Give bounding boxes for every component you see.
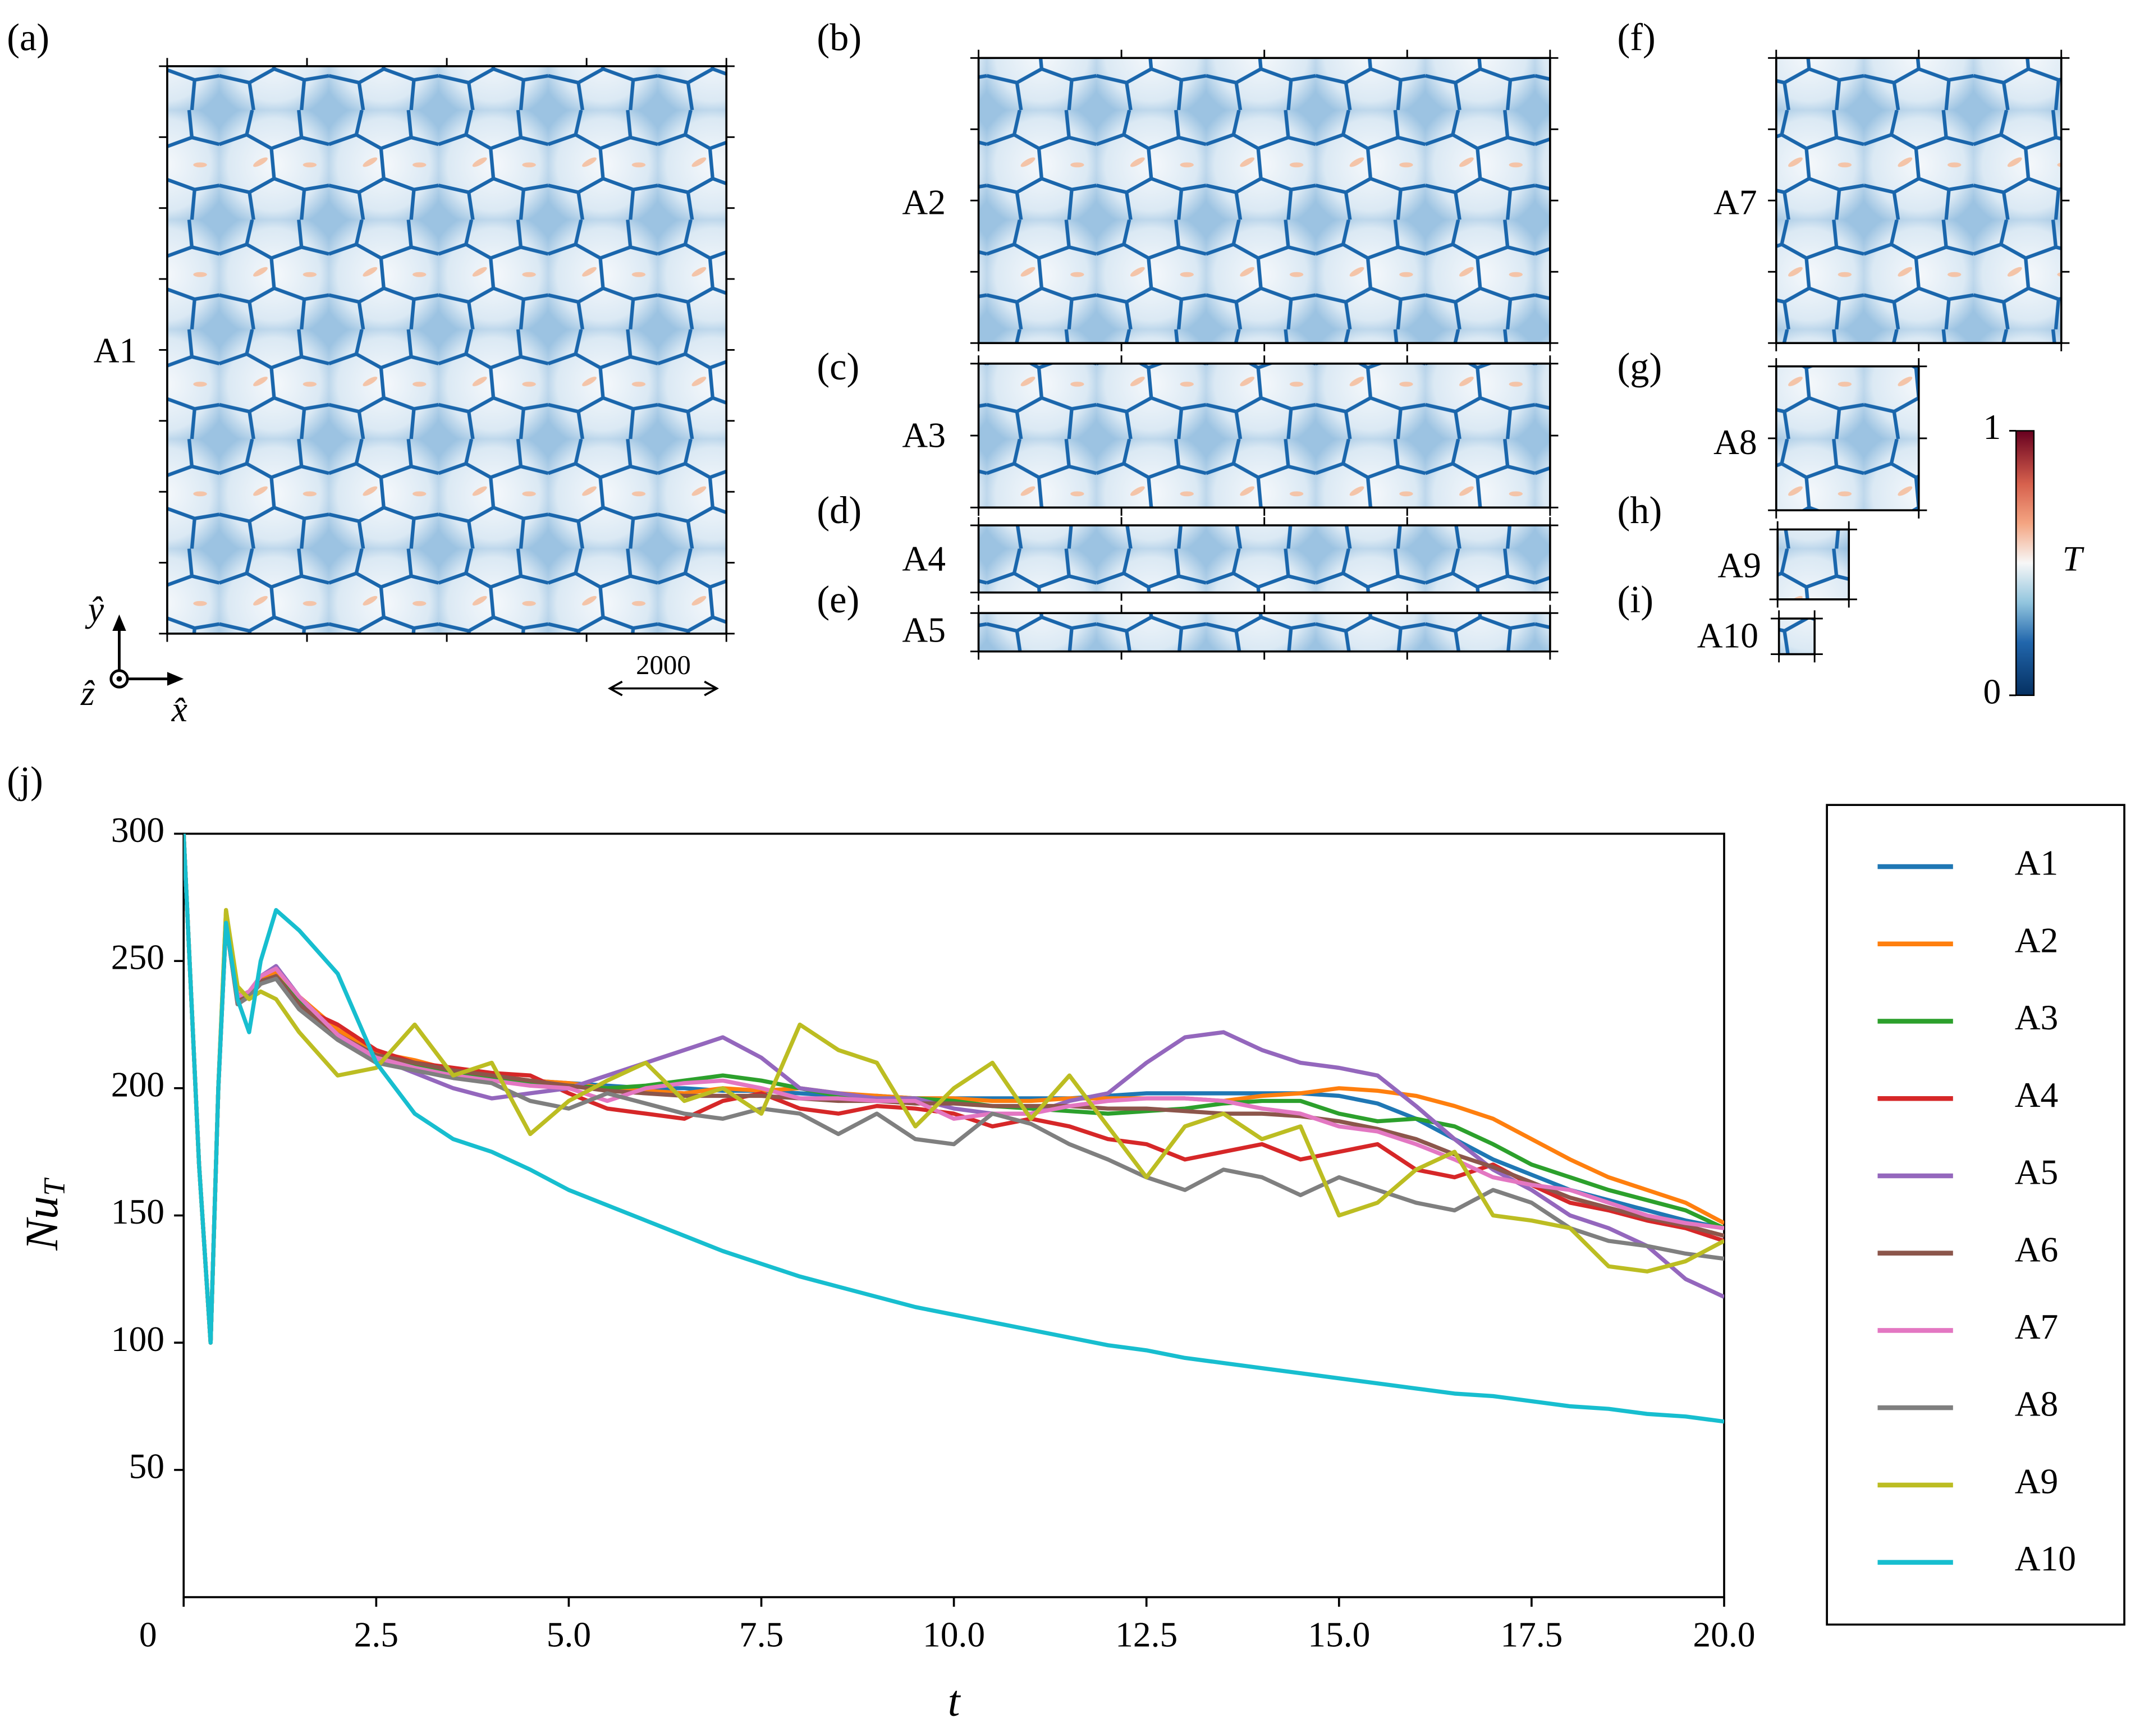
panel-label: A2 bbox=[902, 182, 946, 222]
legend-box bbox=[1826, 804, 2125, 1626]
x-tick-label: 12.5 bbox=[1115, 1614, 1177, 1654]
temperature-field bbox=[1775, 365, 1920, 511]
legend-label: A6 bbox=[2015, 1229, 2059, 1269]
x-tick-label: 17.5 bbox=[1500, 1614, 1563, 1654]
panel-tag: (b) bbox=[817, 16, 862, 59]
panel-tag: (j) bbox=[7, 759, 43, 801]
axis-key-z: ẑ bbox=[80, 673, 95, 713]
panel-tag: (f) bbox=[1618, 16, 1656, 59]
y-tick-label: 300 bbox=[111, 810, 164, 850]
temperature-field bbox=[977, 363, 1551, 509]
panel-label: A10 bbox=[1697, 615, 1758, 655]
series-line bbox=[184, 833, 1724, 1345]
axes-key bbox=[109, 614, 184, 689]
colorbar bbox=[2015, 430, 2035, 697]
x-tick-label: 15.0 bbox=[1308, 1614, 1370, 1654]
colorbar-tick-label: 1 bbox=[1983, 407, 2001, 447]
plot-area bbox=[184, 833, 1724, 1424]
panel-tag: (i) bbox=[1618, 578, 1654, 621]
panel-label: A4 bbox=[902, 539, 946, 579]
legend-label: A9 bbox=[2015, 1461, 2059, 1501]
temperature-field bbox=[1777, 617, 1816, 656]
y-axis-label: NuT bbox=[16, 1177, 71, 1251]
panel-tag: (a) bbox=[7, 16, 49, 59]
series-line bbox=[184, 833, 1724, 1424]
x-tick-label: 20.0 bbox=[1693, 1614, 1755, 1654]
y-tick-label: 50 bbox=[129, 1446, 164, 1486]
colorbar-tick-label: 0 bbox=[1983, 671, 2001, 711]
panel-tag: (d) bbox=[817, 489, 862, 532]
panel-label: A1 bbox=[94, 330, 138, 370]
panel-label: A8 bbox=[1713, 422, 1757, 462]
legend-label: A2 bbox=[2015, 920, 2059, 960]
scale-arrow bbox=[607, 680, 719, 697]
temperature-field bbox=[1775, 57, 2063, 345]
panel-label: A7 bbox=[1713, 182, 1757, 222]
x-tick-label: 2.5 bbox=[354, 1614, 398, 1654]
y-tick-label: 150 bbox=[111, 1192, 164, 1231]
temperature-field bbox=[166, 65, 728, 635]
panel-tag: (h) bbox=[1618, 489, 1662, 532]
series-line bbox=[184, 833, 1724, 1345]
panel-label: A5 bbox=[902, 610, 946, 650]
series-line bbox=[184, 833, 1724, 1345]
panel-tag: (g) bbox=[1618, 345, 1662, 388]
legend-label: A7 bbox=[2015, 1307, 2059, 1346]
series-line bbox=[184, 833, 1724, 1345]
x-axis-label: t bbox=[948, 1676, 961, 1725]
x-tick-label: 7.5 bbox=[739, 1614, 783, 1654]
axis-key-y: ŷ bbox=[85, 589, 104, 629]
y-tick-label: 200 bbox=[111, 1064, 164, 1104]
temperature-field bbox=[977, 524, 1551, 594]
legend-label: A8 bbox=[2015, 1384, 2059, 1424]
legend-label: A10 bbox=[2015, 1538, 2076, 1578]
legend-label: A5 bbox=[2015, 1152, 2059, 1192]
legend-label: A1 bbox=[2015, 843, 2059, 883]
scale-bar-label: 2000 bbox=[636, 649, 691, 680]
legend-label: A3 bbox=[2015, 997, 2059, 1037]
y-tick-label: 100 bbox=[111, 1319, 164, 1359]
x-tick-label: 0 bbox=[139, 1614, 157, 1654]
colorbar-label: T bbox=[2063, 539, 2085, 579]
y-axis-label-main: Nu bbox=[16, 1196, 67, 1251]
temperature-field bbox=[977, 612, 1551, 653]
panel-tag: (c) bbox=[817, 345, 859, 388]
temperature-field bbox=[977, 57, 1551, 345]
temperature-field bbox=[1776, 528, 1850, 601]
x-tick-label: 10.0 bbox=[923, 1614, 985, 1654]
y-axis-label-sub: T bbox=[38, 1177, 71, 1196]
panel-label: A9 bbox=[1717, 546, 1761, 585]
axis-key-x: x̂ bbox=[171, 689, 187, 729]
y-tick-label: 250 bbox=[111, 937, 164, 977]
legend-label: A4 bbox=[2015, 1075, 2059, 1115]
x-tick-label: 5.0 bbox=[547, 1614, 591, 1654]
panel-label: A3 bbox=[902, 415, 946, 455]
panel-tag: (e) bbox=[817, 578, 859, 621]
